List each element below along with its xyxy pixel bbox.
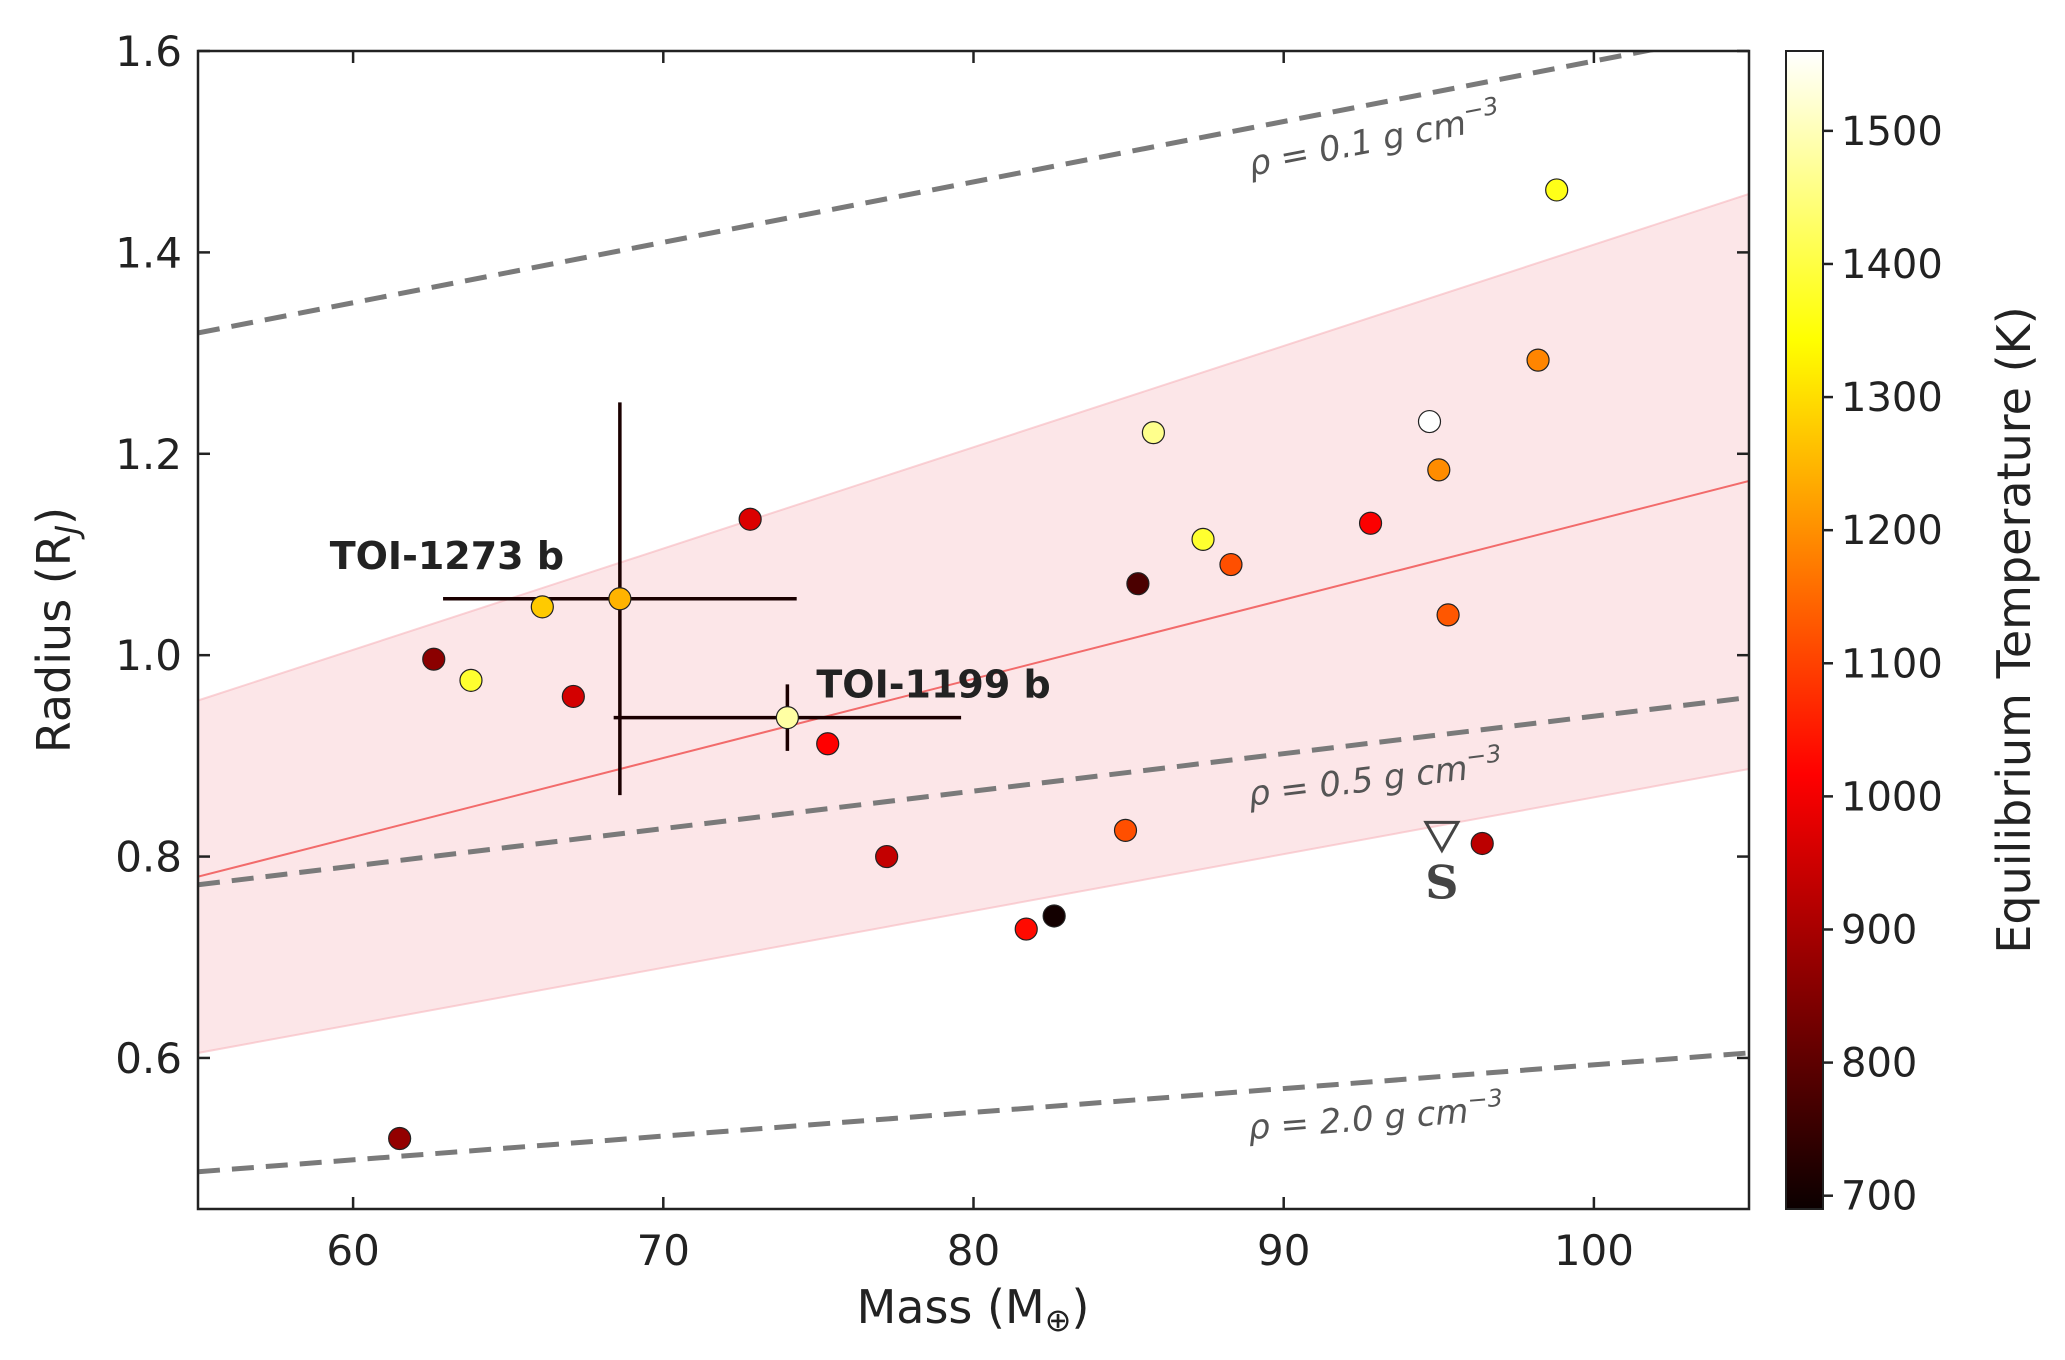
x-tick-label: 100 bbox=[1554, 1226, 1634, 1275]
data-point-6 bbox=[816, 732, 840, 756]
fit-confidence-band bbox=[198, 192, 1749, 1054]
data-point-20 bbox=[1526, 348, 1550, 372]
s-marker: S bbox=[1423, 820, 1461, 909]
data-point-0 bbox=[388, 1126, 412, 1151]
data-point-8 bbox=[1014, 917, 1038, 941]
y-axis-ticks: 0.6 0.8 1.0 1.2 1.4 1.6 bbox=[115, 27, 1749, 1083]
colorbar-tick-label: 1100 bbox=[1841, 641, 1943, 687]
data-point-15 bbox=[1358, 511, 1383, 535]
data-point-2 bbox=[459, 668, 483, 692]
colorbar-tick-label: 1500 bbox=[1841, 109, 1943, 155]
y-tick-label: 1.0 bbox=[115, 631, 182, 680]
planet-labels: TOI-1273 b TOI-1199 b bbox=[330, 534, 1051, 707]
colorbar-ticks: 700 800 900 1000 1100 1200 1300 1400 1500 bbox=[1823, 109, 1943, 1220]
data-point-5 bbox=[738, 507, 762, 531]
density-label-2: ρ = 2.0 g cm−3 bbox=[1246, 1084, 1505, 1148]
density-line-1 bbox=[198, 694, 1749, 888]
data-point-16 bbox=[1417, 409, 1442, 434]
y-tick-label: 1.6 bbox=[115, 27, 182, 76]
colorbar-tick-label: 1300 bbox=[1841, 375, 1943, 421]
data-points bbox=[388, 178, 1569, 1151]
y-axis-label: Radius (RJ) bbox=[27, 507, 86, 753]
data-point-18 bbox=[1436, 603, 1460, 627]
y-tick-label: 1.2 bbox=[115, 430, 182, 479]
data-point-19 bbox=[1470, 831, 1494, 856]
density-line-2 bbox=[198, 1050, 1749, 1175]
colorbar-tick-label: 700 bbox=[1841, 1174, 1917, 1220]
x-tick-label: 80 bbox=[947, 1226, 1000, 1275]
colorbar-label: Equilibrium Temperature (K) bbox=[1987, 306, 2041, 953]
data-point-7 bbox=[875, 844, 899, 869]
s-marker-label: S bbox=[1425, 855, 1458, 909]
fit-line bbox=[198, 480, 1749, 878]
highlighted-point-0 bbox=[608, 587, 632, 611]
plot-area bbox=[198, 51, 1749, 1175]
x-axis-label: Mass (M⊕) bbox=[857, 1280, 1090, 1339]
colorbar-tick-label: 800 bbox=[1841, 1041, 1917, 1087]
density-lines bbox=[198, 51, 1749, 1175]
colorbar-tick-label: 1000 bbox=[1841, 774, 1943, 820]
data-point-17 bbox=[1427, 458, 1451, 482]
data-point-4 bbox=[561, 684, 585, 709]
x-tick-label: 90 bbox=[1257, 1226, 1310, 1275]
data-point-9 bbox=[1042, 904, 1066, 928]
y-tick-label: 1.4 bbox=[115, 228, 182, 277]
data-point-1 bbox=[422, 647, 446, 671]
x-axis-ticks: 60 70 80 90 100 bbox=[326, 51, 1634, 1275]
colorbar-tick-label: 900 bbox=[1841, 907, 1917, 953]
downward-triangle-icon bbox=[1423, 820, 1461, 854]
x-tick-label: 60 bbox=[326, 1226, 379, 1275]
colorbar-gradient bbox=[1785, 50, 1824, 1210]
data-point-10 bbox=[1113, 818, 1138, 842]
data-point-12 bbox=[1141, 421, 1166, 445]
data-point-3 bbox=[530, 595, 554, 619]
colorbar-tick-label: 1400 bbox=[1841, 242, 1943, 288]
data-point-13 bbox=[1191, 527, 1215, 551]
density-line-0 bbox=[198, 51, 1659, 336]
planet-label-0: TOI-1273 b bbox=[330, 534, 564, 578]
colorbar: 700 800 900 1000 1100 1200 1300 1400 1500 Equili… bbox=[1785, 50, 2041, 1220]
highlighted-point-1 bbox=[775, 706, 799, 730]
planet-label-1: TOI-1199 b bbox=[816, 663, 1050, 707]
x-tick-label: 70 bbox=[637, 1226, 690, 1275]
data-point-11 bbox=[1126, 572, 1150, 596]
y-tick-label: 0.8 bbox=[115, 833, 182, 882]
data-point-21 bbox=[1545, 178, 1569, 202]
y-tick-label: 0.6 bbox=[115, 1034, 182, 1083]
data-point-14 bbox=[1219, 552, 1243, 577]
colorbar-tick-label: 1200 bbox=[1841, 508, 1943, 554]
